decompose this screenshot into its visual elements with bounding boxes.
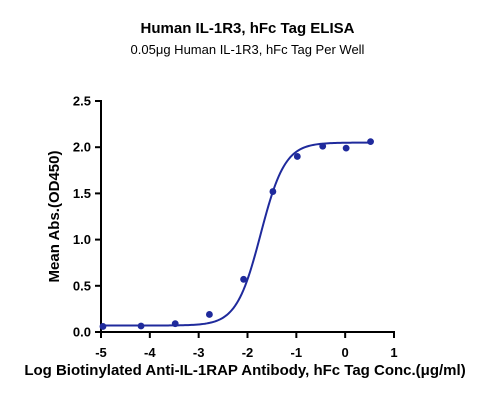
data-points — [99, 138, 374, 330]
x-tick-label: -1 — [291, 345, 303, 360]
y-ticks: 0.0 0.5 1.0 1.5 2.0 2.5 — [73, 94, 101, 340]
chart-subtitle: 0.05μg Human IL-1R3, hFc Tag Per Well — [130, 42, 365, 57]
x-tick-label: -5 — [95, 345, 107, 360]
chart-title: Human IL-1R3, hFc Tag ELISA — [140, 20, 355, 37]
y-tick-label: 0.0 — [73, 325, 91, 340]
data-point — [293, 153, 301, 160]
y-tick-label: 2.5 — [73, 94, 91, 109]
data-point — [269, 188, 277, 195]
data-point — [319, 142, 327, 150]
data-point — [240, 275, 247, 283]
y-tick-label: 1.0 — [73, 232, 91, 247]
x-tick-label: -2 — [242, 345, 254, 360]
x-axis-title: Log Biotinylated Anti-IL-1RAP Antibody, … — [24, 362, 465, 379]
data-point — [206, 311, 213, 318]
data-point — [342, 144, 350, 152]
x-tick-label: -3 — [193, 345, 205, 360]
x-tick-label: 1 — [390, 345, 397, 360]
y-tick-label: 2.0 — [73, 140, 91, 155]
x-tick-label: -4 — [144, 345, 156, 360]
axes — [100, 100, 395, 333]
data-point — [137, 322, 145, 330]
y-axis-title: Mean Abs.(OD450) — [46, 151, 63, 283]
x-ticks: -5 -4 -3 -2 -1 0 1 — [95, 332, 398, 360]
x-tick-label: 0 — [342, 345, 349, 360]
data-point — [367, 138, 374, 146]
y-tick-label: 0.5 — [73, 278, 91, 293]
fit-curve — [102, 141, 371, 327]
y-tick-label: 1.5 — [73, 186, 91, 201]
data-point — [171, 320, 179, 328]
data-point — [99, 323, 107, 330]
